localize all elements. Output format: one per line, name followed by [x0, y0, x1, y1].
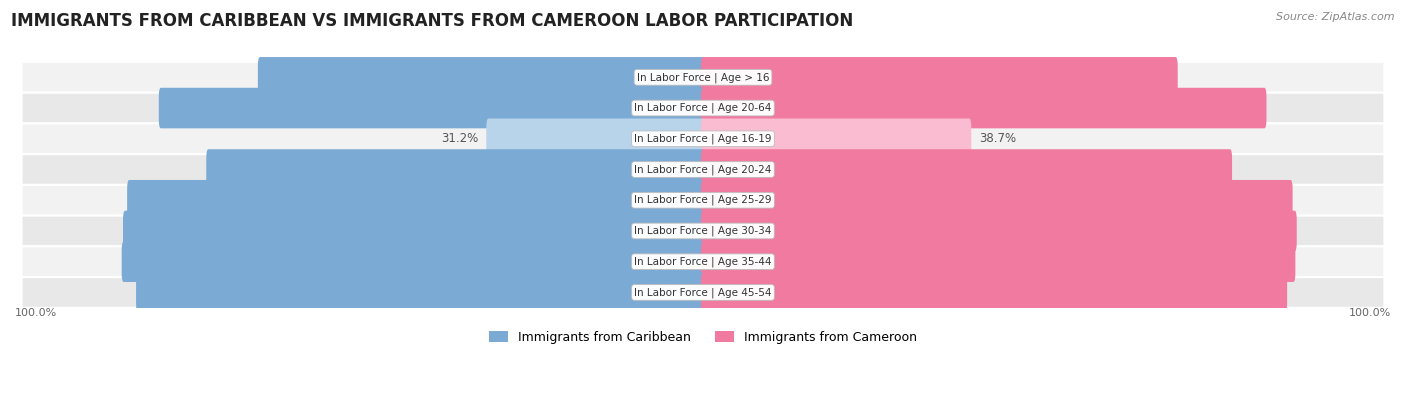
- FancyBboxPatch shape: [21, 154, 1385, 185]
- Text: 84.6%: 84.6%: [724, 286, 765, 299]
- FancyBboxPatch shape: [21, 93, 1385, 123]
- FancyBboxPatch shape: [21, 62, 1385, 93]
- Text: In Labor Force | Age 30-34: In Labor Force | Age 30-34: [634, 226, 772, 236]
- Text: 85.4%: 85.4%: [724, 194, 765, 207]
- Text: 85.8%: 85.8%: [724, 255, 765, 268]
- FancyBboxPatch shape: [702, 211, 1296, 251]
- FancyBboxPatch shape: [122, 241, 704, 282]
- Text: 84.0%: 84.0%: [641, 224, 682, 237]
- Text: 83.4%: 83.4%: [641, 194, 682, 207]
- FancyBboxPatch shape: [21, 246, 1385, 277]
- Text: In Labor Force | Age 25-29: In Labor Force | Age 25-29: [634, 195, 772, 205]
- Text: IMMIGRANTS FROM CARIBBEAN VS IMMIGRANTS FROM CAMEROON LABOR PARTICIPATION: IMMIGRANTS FROM CARIBBEAN VS IMMIGRANTS …: [11, 12, 853, 30]
- Text: 86.0%: 86.0%: [724, 224, 765, 237]
- FancyBboxPatch shape: [702, 272, 1286, 313]
- FancyBboxPatch shape: [486, 118, 704, 159]
- FancyBboxPatch shape: [257, 57, 704, 98]
- FancyBboxPatch shape: [702, 118, 972, 159]
- Text: In Labor Force | Age 20-24: In Labor Force | Age 20-24: [634, 164, 772, 175]
- Text: 38.7%: 38.7%: [980, 132, 1017, 145]
- Text: In Labor Force | Age 35-44: In Labor Force | Age 35-44: [634, 256, 772, 267]
- FancyBboxPatch shape: [702, 241, 1295, 282]
- Text: In Labor Force | Age 20-64: In Labor Force | Age 20-64: [634, 103, 772, 113]
- FancyBboxPatch shape: [127, 180, 704, 220]
- FancyBboxPatch shape: [702, 57, 1178, 98]
- Text: In Labor Force | Age 45-54: In Labor Force | Age 45-54: [634, 287, 772, 298]
- Text: In Labor Force | Age 16-19: In Labor Force | Age 16-19: [634, 134, 772, 144]
- Text: 100.0%: 100.0%: [15, 308, 58, 318]
- FancyBboxPatch shape: [21, 123, 1385, 154]
- FancyBboxPatch shape: [122, 211, 704, 251]
- FancyBboxPatch shape: [21, 277, 1385, 308]
- Text: 81.6%: 81.6%: [724, 102, 765, 115]
- FancyBboxPatch shape: [21, 185, 1385, 216]
- Text: 64.4%: 64.4%: [641, 71, 682, 84]
- FancyBboxPatch shape: [136, 272, 704, 313]
- Text: 31.2%: 31.2%: [440, 132, 478, 145]
- Legend: Immigrants from Caribbean, Immigrants from Cameroon: Immigrants from Caribbean, Immigrants fr…: [484, 325, 922, 348]
- Text: 71.9%: 71.9%: [641, 163, 682, 176]
- Text: 82.1%: 82.1%: [641, 286, 682, 299]
- FancyBboxPatch shape: [207, 149, 704, 190]
- Text: 100.0%: 100.0%: [1348, 308, 1391, 318]
- Text: 76.6%: 76.6%: [724, 163, 765, 176]
- FancyBboxPatch shape: [702, 180, 1292, 220]
- FancyBboxPatch shape: [159, 88, 704, 128]
- FancyBboxPatch shape: [21, 216, 1385, 246]
- FancyBboxPatch shape: [702, 88, 1267, 128]
- FancyBboxPatch shape: [702, 149, 1232, 190]
- Text: In Labor Force | Age > 16: In Labor Force | Age > 16: [637, 72, 769, 83]
- Text: 84.2%: 84.2%: [641, 255, 682, 268]
- Text: 68.7%: 68.7%: [724, 71, 765, 84]
- Text: Source: ZipAtlas.com: Source: ZipAtlas.com: [1277, 12, 1395, 22]
- Text: 78.8%: 78.8%: [641, 102, 682, 115]
